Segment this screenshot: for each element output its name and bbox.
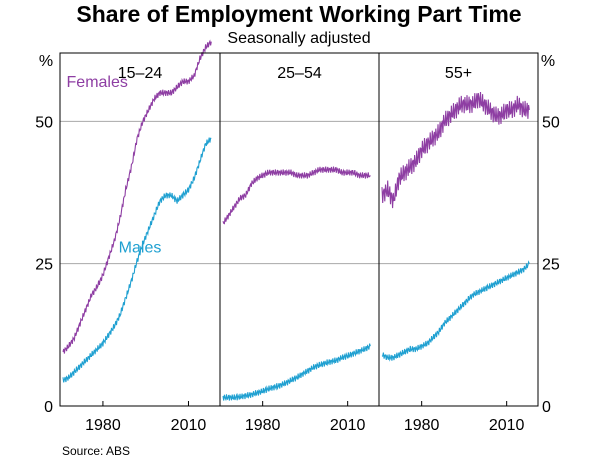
series-line-females-panel-3 (381, 91, 530, 209)
chart-title: Share of Employment Working Part Time (76, 1, 521, 27)
chart-subtitle: Seasonally adjusted (227, 30, 370, 47)
panel-title-2: 25–54 (277, 65, 322, 82)
right-axis-unit: % (541, 53, 555, 70)
y-tick-right-50: 50 (542, 114, 560, 131)
panel-title-1: 15–24 (118, 65, 163, 82)
y-tick-left-50: 50 (35, 114, 53, 131)
x-tick-1980-panel-3: 1980 (404, 417, 440, 434)
panel-title-3: 55+ (445, 65, 472, 82)
horizontal-gridlines (60, 120, 538, 265)
x-tick-2010-panel-2: 2010 (330, 417, 366, 434)
x-axis-ticks: 1980 2010 1980 2010 1980 2010 (85, 401, 525, 434)
x-tick-2010-panel-3: 2010 (489, 417, 525, 434)
y-axis-ticks: 0 0 25 25 50 50 (35, 114, 560, 416)
series-line-males-panel-3 (381, 260, 530, 362)
plot-frame (59, 52, 539, 407)
series-layer (62, 39, 530, 402)
series-label-males: Males (119, 239, 162, 256)
x-tick-1980-panel-2: 1980 (245, 417, 281, 434)
series-line-males-panel-2 (222, 343, 371, 402)
x-tick-2010-panel-1: 2010 (171, 417, 207, 434)
series-annotations: Females Males (67, 74, 162, 256)
y-tick-left-0: 0 (44, 399, 53, 416)
left-axis-unit: % (39, 53, 53, 70)
y-tick-right-25: 25 (542, 257, 560, 274)
x-tick-1980-panel-1: 1980 (85, 417, 121, 434)
source-note: Source: ABS (62, 444, 130, 458)
series-line-females-panel-1 (62, 39, 212, 354)
y-tick-left-25: 25 (35, 257, 53, 274)
series-line-males-panel-1 (62, 137, 212, 383)
plot-border (59, 52, 539, 407)
panel-titles: 15–24 25–54 55+ (118, 65, 472, 82)
y-tick-right-0: 0 (542, 399, 551, 416)
series-label-females: Females (67, 74, 128, 91)
series-line-females-panel-2 (222, 166, 371, 225)
